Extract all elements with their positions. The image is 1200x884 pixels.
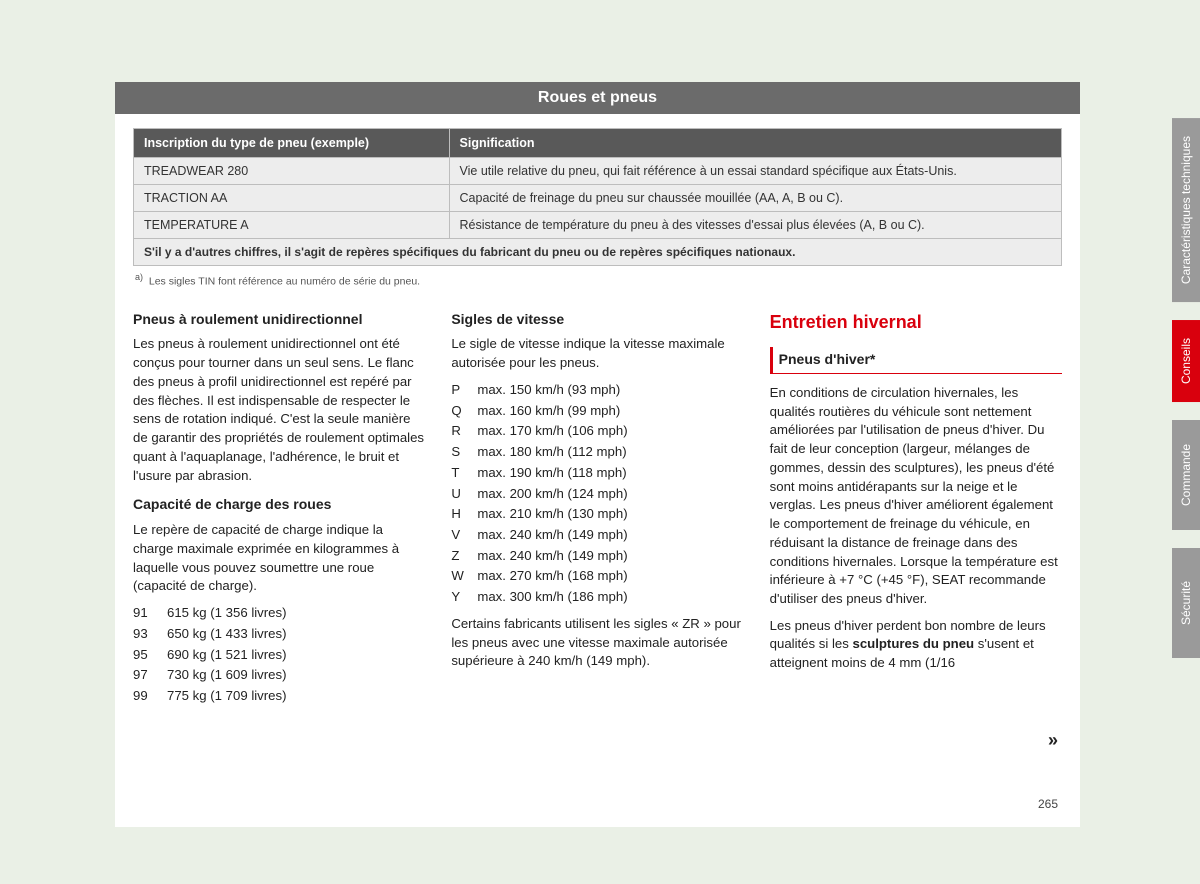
table-header-1: Inscription du type de pneu (exemple) bbox=[134, 129, 450, 158]
speed-code: R bbox=[451, 422, 477, 441]
speed-value: max. 300 km/h (186 mph) bbox=[477, 588, 743, 607]
tyre-table: Inscription du type de pneu (exemple) Si… bbox=[133, 128, 1062, 266]
col2-para-1: Le sigle de vitesse indique la vitesse m… bbox=[451, 335, 743, 372]
sub-title: Pneus d'hiver* bbox=[770, 347, 1062, 374]
cell: Capacité de freinage du pneu sur chaussé… bbox=[449, 185, 1061, 212]
speed-value: max. 160 km/h (99 mph) bbox=[477, 402, 743, 421]
table-footer-row: S'il y a d'autres chiffres, il s'agit de… bbox=[134, 239, 1062, 266]
speed-value: max. 180 km/h (112 mph) bbox=[477, 443, 743, 462]
load-index: 97 bbox=[133, 666, 167, 685]
speed-code: Y bbox=[451, 588, 477, 607]
col1-para-2: Le repère de capacité de charge indique … bbox=[133, 521, 425, 596]
speed-code: P bbox=[451, 381, 477, 400]
load-value: 615 kg (1 356 livres) bbox=[167, 604, 425, 623]
column-3: Entretien hivernal Pneus d'hiver* En con… bbox=[770, 300, 1062, 706]
col2-para-2: Certains fabricants utilisent les sigles… bbox=[451, 615, 743, 671]
load-index: 99 bbox=[133, 687, 167, 706]
page: Roues et pneus Inscription du type de pn… bbox=[115, 82, 1080, 827]
load-index: 95 bbox=[133, 646, 167, 665]
page-number: 265 bbox=[1038, 797, 1058, 811]
continue-icon: » bbox=[1048, 730, 1058, 751]
side-tabs: Caractéristiques techniques Conseils Comma… bbox=[1172, 118, 1200, 658]
speed-value: max. 190 km/h (118 mph) bbox=[477, 464, 743, 483]
cell: S'il y a d'autres chiffres, il s'agit de… bbox=[134, 239, 1062, 266]
speed-code: Q bbox=[451, 402, 477, 421]
load-index: 93 bbox=[133, 625, 167, 644]
speed-value: max. 240 km/h (149 mph) bbox=[477, 547, 743, 566]
side-tab[interactable]: Commande bbox=[1172, 420, 1200, 530]
speed-value: max. 170 km/h (106 mph) bbox=[477, 422, 743, 441]
section-title: Entretien hivernal bbox=[770, 310, 1062, 336]
speed-code: W bbox=[451, 567, 477, 586]
table-row: TREADWEAR 280Vie utile relative du pneu,… bbox=[134, 158, 1062, 185]
speed-code: Z bbox=[451, 547, 477, 566]
side-tab[interactable]: Caractéristiques techniques bbox=[1172, 118, 1200, 302]
column-2: Sigles de vitesse Le sigle de vitesse in… bbox=[451, 300, 743, 706]
cell: TEMPERATURE A bbox=[134, 212, 450, 239]
speed-value: max. 210 km/h (130 mph) bbox=[477, 505, 743, 524]
cell: TRACTION AA bbox=[134, 185, 450, 212]
page-title: Roues et pneus bbox=[115, 82, 1080, 114]
table-row: TRACTION AACapacité de freinage du pneu … bbox=[134, 185, 1062, 212]
speed-list: Pmax. 150 km/h (93 mph)Qmax. 160 km/h (9… bbox=[451, 381, 743, 607]
load-value: 690 kg (1 521 livres) bbox=[167, 646, 425, 665]
speed-code: V bbox=[451, 526, 477, 545]
content: Inscription du type de pneu (exemple) Si… bbox=[115, 114, 1080, 716]
load-value: 650 kg (1 433 livres) bbox=[167, 625, 425, 644]
table-row: TEMPERATURE ARésistance de température d… bbox=[134, 212, 1062, 239]
load-value: 730 kg (1 609 livres) bbox=[167, 666, 425, 685]
load-value: 775 kg (1 709 livres) bbox=[167, 687, 425, 706]
cell: TREADWEAR 280 bbox=[134, 158, 450, 185]
speed-value: max. 270 km/h (168 mph) bbox=[477, 567, 743, 586]
side-tab[interactable]: Sécurité bbox=[1172, 548, 1200, 658]
speed-value: max. 150 km/h (93 mph) bbox=[477, 381, 743, 400]
side-tab[interactable]: Conseils bbox=[1172, 320, 1200, 402]
cell: Vie utile relative du pneu, qui fait réf… bbox=[449, 158, 1061, 185]
col1-heading-1: Pneus à roulement unidirectionnel bbox=[133, 310, 425, 330]
col2-heading-1: Sigles de vitesse bbox=[451, 310, 743, 330]
col1-heading-2: Capacité de charge des roues bbox=[133, 495, 425, 515]
footnote-text: Les sigles TIN font référence au numéro … bbox=[149, 276, 420, 288]
col3-para-2: Les pneus d'hiver perdent bon nombre de … bbox=[770, 617, 1062, 673]
speed-code: S bbox=[451, 443, 477, 462]
load-list: 91615 kg (1 356 livres)93650 kg (1 433 l… bbox=[133, 604, 425, 706]
speed-code: H bbox=[451, 505, 477, 524]
col3-para-1: En conditions de circulation hivernales,… bbox=[770, 384, 1062, 609]
cell: Résistance de température du pneu à des … bbox=[449, 212, 1061, 239]
table-header-2: Signification bbox=[449, 129, 1061, 158]
speed-value: max. 200 km/h (124 mph) bbox=[477, 485, 743, 504]
load-index: 91 bbox=[133, 604, 167, 623]
col1-para-1: Les pneus à roulement unidirectionnel on… bbox=[133, 335, 425, 485]
speed-code: T bbox=[451, 464, 477, 483]
speed-value: max. 240 km/h (149 mph) bbox=[477, 526, 743, 545]
footnote: a) Les sigles TIN font référence au numé… bbox=[135, 272, 1062, 288]
speed-code: U bbox=[451, 485, 477, 504]
column-1: Pneus à roulement unidirectionnel Les pn… bbox=[133, 300, 425, 706]
